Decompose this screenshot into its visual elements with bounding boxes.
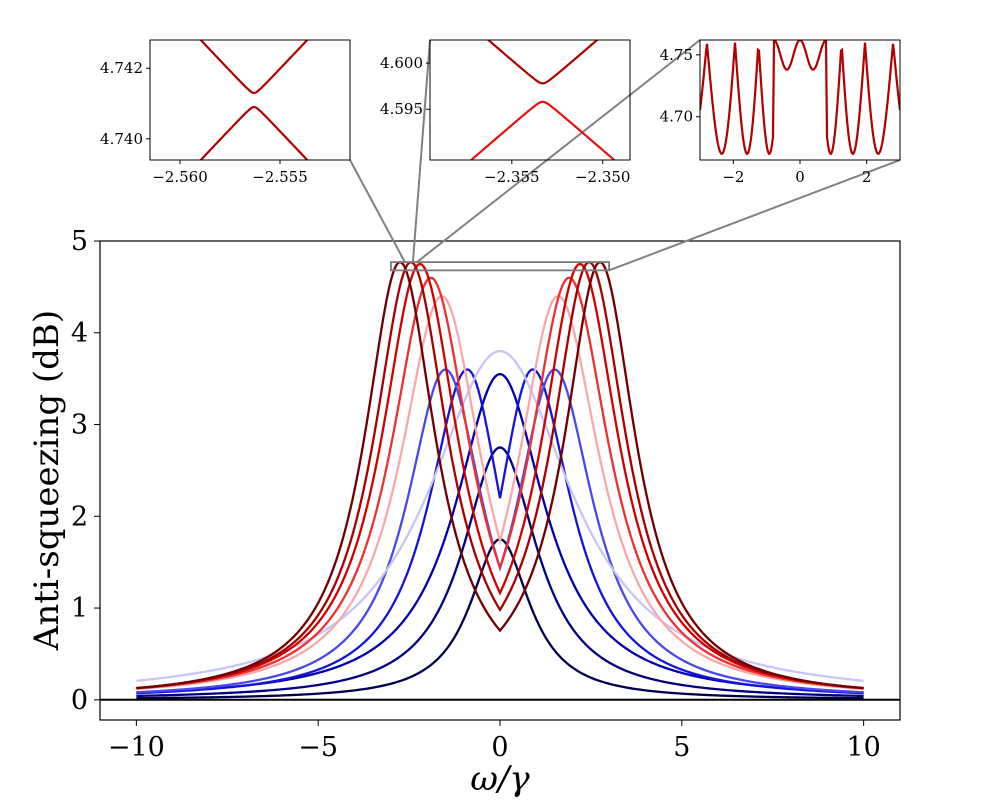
inset-x-tick-label: −2: [722, 168, 744, 186]
y-axis-label: Anti-squeezing (dB): [27, 310, 67, 651]
x-tick-label: −5: [298, 732, 338, 763]
x-tick-label: 0: [491, 732, 508, 763]
main-plot: −10 −5 0 5 10 0 1 2 3 4 5 ω/γ Anti-squeezing (dB): [27, 226, 901, 799]
zoom-region-box: [390, 261, 610, 272]
main-y-ticks: 0 1 2 3 4 5: [71, 226, 100, 716]
series-line-s3: [136, 372, 864, 694]
inset-x-tick-label: 2: [862, 168, 872, 186]
inset-line-upper: [486, 40, 599, 85]
x-tick-label: −10: [108, 732, 165, 763]
connector-line: [411, 39, 431, 263]
x-tick-label: 10: [846, 732, 880, 763]
x-axis-label: ω/γ: [470, 759, 530, 799]
inset-x-tick-label: −2.555: [252, 168, 308, 186]
y-tick-label: 5: [71, 226, 88, 257]
series-line-s9: [136, 262, 864, 690]
inset-plot-2: −2.355 −2.350 4.595 4.600: [380, 39, 631, 186]
x-tick-label: 5: [673, 732, 690, 763]
inset-x-tick-label: −2.560: [152, 168, 208, 186]
inset-y-tick-label: 4.740: [100, 130, 143, 148]
inset2-curves: [469, 40, 616, 160]
inset-y-tick-label: 4.600: [380, 54, 423, 72]
inset-x-tick-label: 0: [795, 168, 805, 186]
y-tick-label: 4: [71, 318, 88, 349]
inset-y-tick-label: 4.595: [380, 100, 423, 118]
connector-line: [608, 159, 901, 272]
inset1-frame: [149, 39, 351, 161]
inset2-frame: [429, 39, 631, 161]
series-line-s8: [136, 276, 864, 690]
inset1-curves: [199, 40, 309, 160]
inset-y-tick-label: 4.742: [100, 59, 143, 77]
inset-connector-lines: [349, 39, 901, 272]
inset-line-upper: [199, 40, 309, 95]
inset2-ticks: −2.355 −2.350 4.595 4.600: [380, 54, 630, 186]
inset-y-tick-label: 4.75: [660, 46, 693, 64]
main-x-ticks: −10 −5 0 5 10: [108, 720, 881, 763]
series-line-s5: [136, 368, 864, 694]
series-line-s4: [136, 368, 864, 695]
connector-line: [416, 39, 701, 263]
series-line-s2: [136, 446, 864, 698]
inset-plot-3: −2 0 2 4.70 4.75: [660, 39, 901, 186]
inset-line-lower: [199, 105, 309, 160]
inset-x-tick-label: −2.355: [484, 168, 540, 186]
series-line-s10: [136, 260, 864, 690]
y-tick-label: 3: [71, 410, 88, 441]
inset-x-tick-label: −2.350: [575, 168, 631, 186]
connector-line: [349, 159, 406, 263]
inset1-ticks: −2.560 −2.555 4.740 4.742: [100, 59, 308, 186]
series-line-s11: [136, 260, 864, 690]
y-tick-label: 0: [71, 685, 88, 716]
main-plot-frame: [99, 240, 901, 721]
inset-y-tick-label: 4.70: [660, 108, 693, 126]
series-line-s6: [136, 349, 864, 682]
main-curves: [136, 260, 864, 700]
y-tick-label: 1: [71, 593, 88, 624]
inset-line-oscillating: [700, 40, 900, 156]
inset3-ticks: −2 0 2 4.70 4.75: [660, 46, 872, 186]
y-tick-label: 2: [71, 501, 88, 532]
inset3-curves: [700, 40, 900, 156]
inset-line-lower: [469, 100, 616, 160]
inset-plot-1: −2.560 −2.555 4.740 4.742: [100, 39, 351, 186]
series-line-s7: [136, 294, 864, 691]
